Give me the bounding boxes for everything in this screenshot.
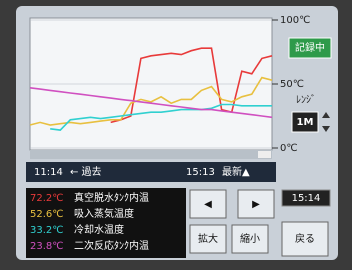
back-label: 戻る xyxy=(295,232,315,245)
scroll-thumb xyxy=(258,151,271,158)
legend-value: 23.8℃ xyxy=(30,241,64,252)
legend-name: 吸入蒸気温度 xyxy=(74,207,134,220)
legend-value: 52.6℃ xyxy=(30,209,64,220)
y-tick-label: 50℃ xyxy=(280,79,304,90)
left-button-label: ◀ xyxy=(204,199,212,210)
status: 記録中 xyxy=(295,41,325,54)
screen: 11:14 ← 過去 15:13 最新▲ 記録中 ﾚﾝｼﾞ 1M ◀ ▶ 拡大 … xyxy=(0,0,352,266)
y-tick-label: 0℃ xyxy=(280,143,298,154)
past-label: ← 過去 xyxy=(70,166,102,178)
x-start-label: 11:14 xyxy=(34,167,63,178)
legend-value: 72.2℃ xyxy=(30,193,64,204)
latest-label: 最新▲ xyxy=(222,165,250,178)
legend-value: 33.2℃ xyxy=(30,225,64,236)
page: 11:14 ← 過去 15:13 最新▲ 記録中 ﾚﾝｼﾞ 1M ◀ ▶ 拡大 … xyxy=(0,0,352,266)
y-tick-label: 100℃ xyxy=(280,15,310,26)
legend-name: 二次反応ﾀﾝｸ内温 xyxy=(74,239,149,252)
zoom-in-label: 拡大 xyxy=(198,232,218,245)
zoom-out-label: 縮小 xyxy=(240,232,260,245)
range-label: ﾚﾝｼﾞ xyxy=(296,94,316,106)
x-end-label: 15:13 xyxy=(186,167,215,178)
legend-name: 真空脱水ﾀﾝｸ内温 xyxy=(74,191,149,204)
scrollbar xyxy=(30,150,272,159)
right-button-label: ▶ xyxy=(252,199,260,210)
range: 1M xyxy=(297,117,314,128)
legend-name: 冷却水温度 xyxy=(74,223,124,236)
clock: 15:14 xyxy=(292,193,321,204)
